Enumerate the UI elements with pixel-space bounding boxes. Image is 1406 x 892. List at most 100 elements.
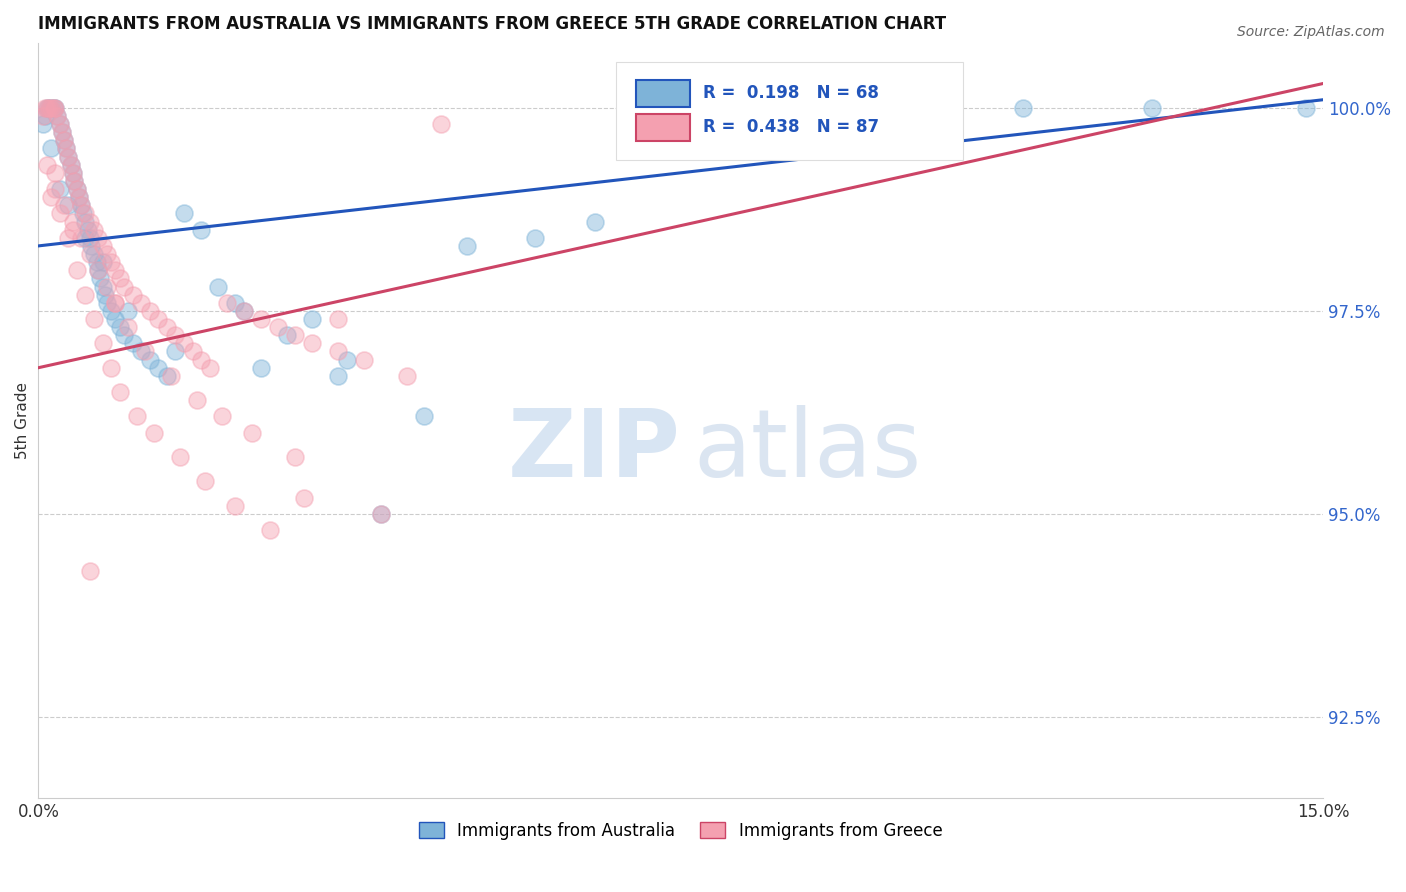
Point <box>165 328 187 343</box>
Text: ZIP: ZIP <box>508 405 681 497</box>
Point <box>46 109 69 123</box>
Point <box>77 222 100 236</box>
Point <box>72 206 94 220</box>
Point <box>35 101 58 115</box>
Point <box>326 312 349 326</box>
Point <box>301 336 323 351</box>
FancyBboxPatch shape <box>616 62 963 160</box>
Point <box>48 206 70 220</box>
Point <box>83 312 105 326</box>
Point <box>104 263 127 277</box>
Point <box>66 182 89 196</box>
Point <box>336 352 359 367</box>
Point <box>44 101 66 115</box>
Point <box>232 304 254 318</box>
Point <box>70 198 93 212</box>
Point <box>583 214 606 228</box>
Point <box>75 287 97 301</box>
Point <box>242 425 264 440</box>
Point <box>134 344 156 359</box>
Point <box>38 101 60 115</box>
Point <box>104 295 127 310</box>
Point <box>121 287 143 301</box>
Point <box>148 360 170 375</box>
Point <box>59 158 82 172</box>
Point <box>173 206 195 220</box>
Point <box>83 222 105 236</box>
FancyBboxPatch shape <box>636 80 690 107</box>
Point <box>326 344 349 359</box>
Point <box>883 117 905 131</box>
Point <box>53 133 76 147</box>
Legend: Immigrants from Australia, Immigrants from Greece: Immigrants from Australia, Immigrants fr… <box>412 815 949 847</box>
Point <box>58 198 80 212</box>
Point <box>58 231 80 245</box>
Point <box>100 304 122 318</box>
Point <box>44 101 66 115</box>
Point <box>1012 101 1035 115</box>
Point <box>108 271 131 285</box>
Point <box>96 295 118 310</box>
Point <box>38 101 60 115</box>
Point <box>129 295 152 310</box>
Point <box>87 263 110 277</box>
Point <box>42 101 65 115</box>
Point <box>169 450 191 464</box>
Point <box>224 295 246 310</box>
Point <box>63 174 86 188</box>
Point <box>284 450 307 464</box>
Point <box>53 133 76 147</box>
Point <box>79 564 101 578</box>
Point <box>62 166 84 180</box>
Point <box>232 304 254 318</box>
Point <box>42 101 65 115</box>
Point <box>55 141 77 155</box>
Point <box>173 336 195 351</box>
Point <box>31 117 53 131</box>
Point <box>112 328 135 343</box>
Point <box>430 117 453 131</box>
Point <box>86 255 108 269</box>
Point <box>370 507 392 521</box>
Point <box>100 255 122 269</box>
Point <box>51 125 73 139</box>
Point <box>125 409 148 424</box>
Point <box>91 239 114 253</box>
Point <box>148 312 170 326</box>
Text: Source: ZipAtlas.com: Source: ZipAtlas.com <box>1237 25 1385 39</box>
Point <box>53 198 76 212</box>
Point <box>250 312 273 326</box>
Point <box>79 247 101 261</box>
Point <box>395 368 418 383</box>
Point <box>156 320 179 334</box>
Point <box>224 499 246 513</box>
Point <box>48 117 70 131</box>
Point <box>44 182 66 196</box>
Point <box>104 295 127 310</box>
Point <box>94 287 117 301</box>
Point <box>138 304 160 318</box>
Point <box>87 263 110 277</box>
Point <box>108 385 131 400</box>
Point <box>129 344 152 359</box>
Point <box>524 231 547 245</box>
Point <box>34 109 56 123</box>
Point <box>75 214 97 228</box>
Point <box>100 360 122 375</box>
Point <box>44 166 66 180</box>
Point <box>121 336 143 351</box>
Point <box>70 231 93 245</box>
Point <box>259 523 281 537</box>
Point <box>284 328 307 343</box>
Point <box>31 109 53 123</box>
Point <box>48 117 70 131</box>
Point <box>181 344 204 359</box>
Point <box>80 239 103 253</box>
Point <box>91 336 114 351</box>
Point <box>51 125 73 139</box>
Point <box>194 475 217 489</box>
Point <box>35 101 58 115</box>
Point <box>104 312 127 326</box>
Point <box>215 295 238 310</box>
Point <box>138 352 160 367</box>
